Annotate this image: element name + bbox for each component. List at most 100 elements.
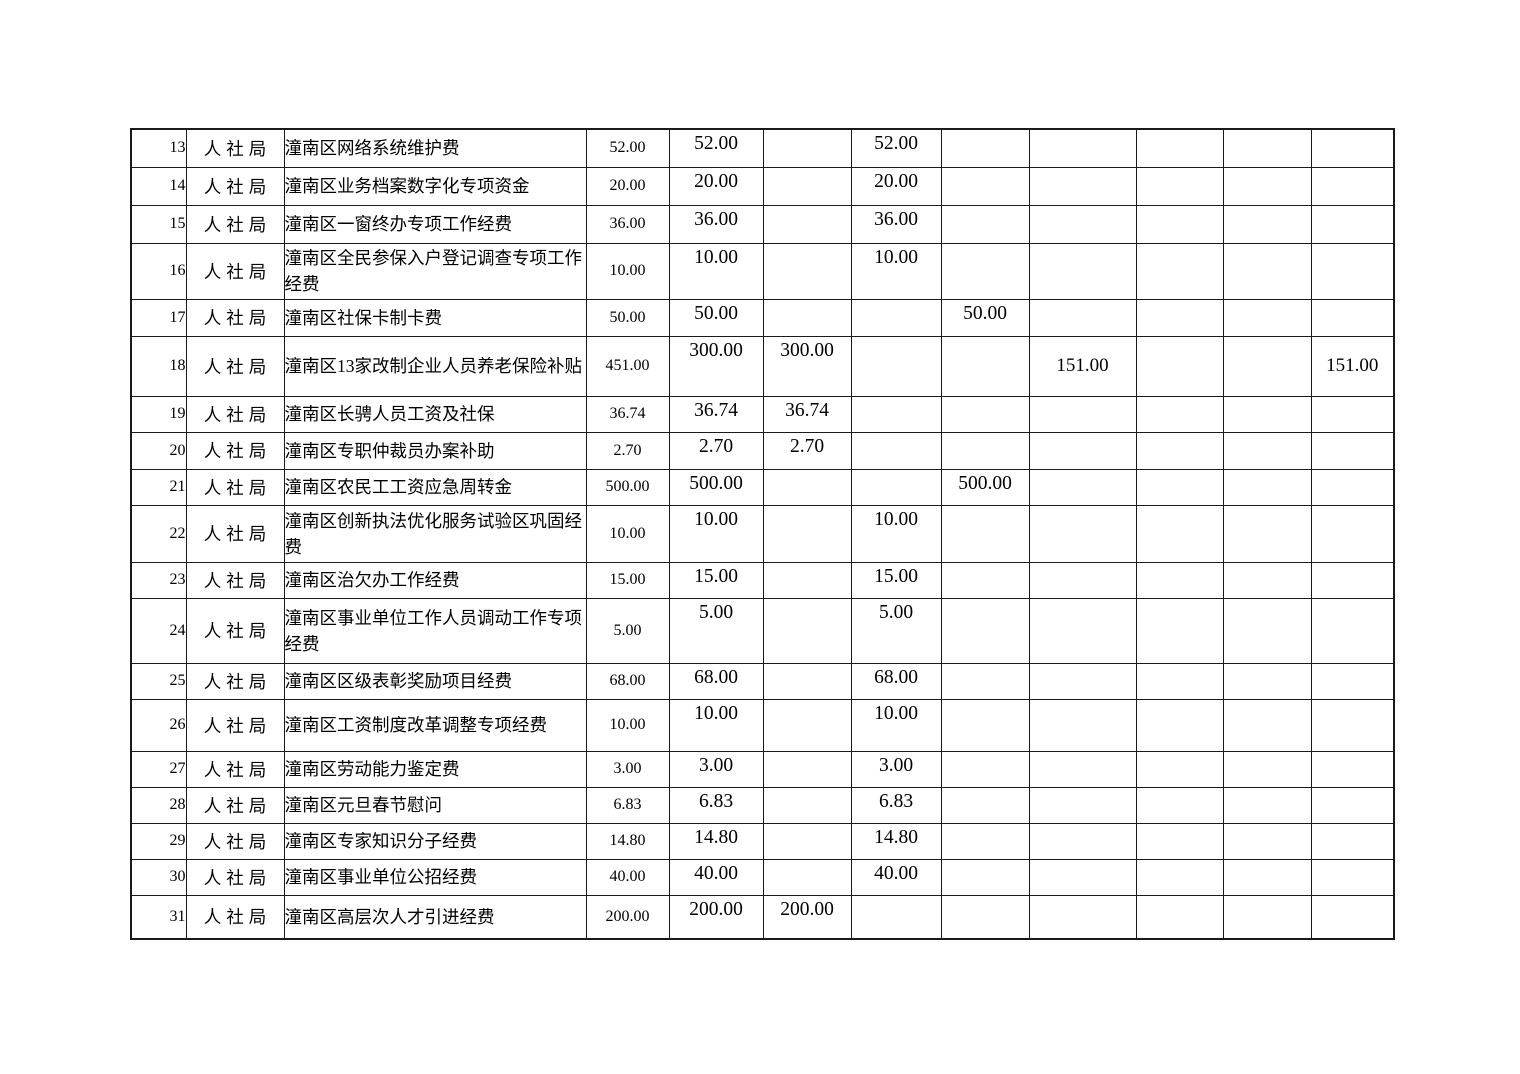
- table-row: 25 人社局 潼南区区级表彰奖励项目经费 68.00 68.00 68.00: [130, 662, 1395, 700]
- department-cell: 人社局: [185, 894, 285, 940]
- table-row: 15 人社局 潼南区一窗终办专项工作经费 36.00 36.00 36.00: [130, 204, 1395, 244]
- amount-cell-7: [1135, 166, 1224, 206]
- department-cell: 人社局: [185, 242, 285, 300]
- amount-cell-7: [1135, 894, 1224, 940]
- table-row: 22 人社局 潼南区创新执法优化服务试验区巩固经费 10.00 10.00 10…: [130, 504, 1395, 563]
- amount-cell-1: 10.00: [585, 504, 670, 563]
- amount-cell-1: 14.80: [585, 822, 670, 860]
- row-number-cell: 29: [130, 822, 187, 860]
- amount-cell-6: [1028, 166, 1137, 206]
- amount-cell-9: [1310, 561, 1395, 599]
- table-row: 26 人社局 潼南区工资制度改革调整专项经费 10.00 10.00 10.00: [130, 698, 1395, 752]
- amount-cell-3: [762, 204, 852, 244]
- amount-cell-9: [1310, 750, 1395, 788]
- amount-cell-4: 68.00: [850, 662, 942, 700]
- row-number-cell: 22: [130, 504, 187, 563]
- department-cell: 人社局: [185, 786, 285, 824]
- department-cell: 人社局: [185, 468, 285, 506]
- amount-cell-5: [940, 504, 1030, 563]
- amount-cell-3: [762, 242, 852, 300]
- department-cell: 人社局: [185, 561, 285, 599]
- amount-cell-7: [1135, 750, 1224, 788]
- amount-cell-6: [1028, 750, 1137, 788]
- row-number-cell: 15: [130, 204, 187, 244]
- amount-cell-9: 151.00: [1310, 335, 1395, 397]
- table-row: 16 人社局 潼南区全民参保入户登记调查专项工作经费 10.00 10.00 1…: [130, 242, 1395, 300]
- amount-cell-6: [1028, 128, 1137, 168]
- table-row: 14 人社局 潼南区业务档案数字化专项资金 20.00 20.00 20.00: [130, 166, 1395, 206]
- amount-cell-2: 68.00: [668, 662, 764, 700]
- amount-cell-9: [1310, 858, 1395, 896]
- amount-cell-6: [1028, 431, 1137, 470]
- amount-cell-7: [1135, 504, 1224, 563]
- amount-cell-9: [1310, 166, 1395, 206]
- amount-cell-2: 200.00: [668, 894, 764, 940]
- table-row: 23 人社局 潼南区治欠办工作经费 15.00 15.00 15.00: [130, 561, 1395, 599]
- row-number-cell: 18: [130, 335, 187, 397]
- amount-cell-9: [1310, 468, 1395, 506]
- amount-cell-6: [1028, 822, 1137, 860]
- row-number-cell: 23: [130, 561, 187, 599]
- project-name-cell: 潼南区13家改制企业人员养老保险补贴: [283, 335, 587, 397]
- amount-cell-8: [1222, 298, 1312, 337]
- amount-cell-1: 6.83: [585, 786, 670, 824]
- amount-cell-5: [940, 822, 1030, 860]
- project-name-cell: 潼南区元旦春节慰问: [283, 786, 587, 824]
- amount-cell-5: 500.00: [940, 468, 1030, 506]
- project-name-cell: 潼南区专职仲裁员办案补助: [283, 431, 587, 470]
- amount-cell-5: [940, 204, 1030, 244]
- amount-cell-5: [940, 242, 1030, 300]
- amount-cell-6: [1028, 858, 1137, 896]
- row-number-cell: 20: [130, 431, 187, 470]
- row-number-cell: 30: [130, 858, 187, 896]
- amount-cell-7: [1135, 128, 1224, 168]
- amount-cell-2: 3.00: [668, 750, 764, 788]
- amount-cell-8: [1222, 858, 1312, 896]
- amount-cell-4: 10.00: [850, 504, 942, 563]
- amount-cell-8: [1222, 242, 1312, 300]
- amount-cell-8: [1222, 468, 1312, 506]
- amount-cell-8: [1222, 128, 1312, 168]
- department-cell: 人社局: [185, 597, 285, 664]
- project-name-cell: 潼南区治欠办工作经费: [283, 561, 587, 599]
- row-number-cell: 14: [130, 166, 187, 206]
- amount-cell-8: [1222, 786, 1312, 824]
- amount-cell-4: 20.00: [850, 166, 942, 206]
- amount-cell-8: [1222, 698, 1312, 752]
- amount-cell-1: 500.00: [585, 468, 670, 506]
- table-row: 21 人社局 潼南区农民工工资应急周转金 500.00 500.00 500.0…: [130, 468, 1395, 506]
- amount-cell-2: 6.83: [668, 786, 764, 824]
- amount-cell-4: [850, 298, 942, 337]
- amount-cell-2: 10.00: [668, 242, 764, 300]
- amount-cell-8: [1222, 431, 1312, 470]
- amount-cell-4: 14.80: [850, 822, 942, 860]
- amount-cell-4: 3.00: [850, 750, 942, 788]
- amount-cell-3: [762, 750, 852, 788]
- project-name-cell: 潼南区高层次人才引进经费: [283, 894, 587, 940]
- amount-cell-2: 50.00: [668, 298, 764, 337]
- amount-cell-7: [1135, 468, 1224, 506]
- amount-cell-3: [762, 561, 852, 599]
- project-name-cell: 潼南区长骋人员工资及社保: [283, 395, 587, 433]
- department-cell: 人社局: [185, 298, 285, 337]
- department-cell: 人社局: [185, 504, 285, 563]
- amount-cell-2: 14.80: [668, 822, 764, 860]
- amount-cell-4: [850, 468, 942, 506]
- amount-cell-6: [1028, 242, 1137, 300]
- amount-cell-6: [1028, 698, 1137, 752]
- amount-cell-1: 20.00: [585, 166, 670, 206]
- amount-cell-9: [1310, 822, 1395, 860]
- amount-cell-4: 10.00: [850, 698, 942, 752]
- amount-cell-2: 500.00: [668, 468, 764, 506]
- amount-cell-3: [762, 298, 852, 337]
- project-name-cell: 潼南区区级表彰奖励项目经费: [283, 662, 587, 700]
- amount-cell-9: [1310, 204, 1395, 244]
- amount-cell-3: [762, 698, 852, 752]
- amount-cell-8: [1222, 204, 1312, 244]
- amount-cell-4: [850, 431, 942, 470]
- amount-cell-1: 36.74: [585, 395, 670, 433]
- row-number-cell: 27: [130, 750, 187, 788]
- project-name-cell: 潼南区农民工工资应急周转金: [283, 468, 587, 506]
- amount-cell-2: 40.00: [668, 858, 764, 896]
- amount-cell-9: [1310, 298, 1395, 337]
